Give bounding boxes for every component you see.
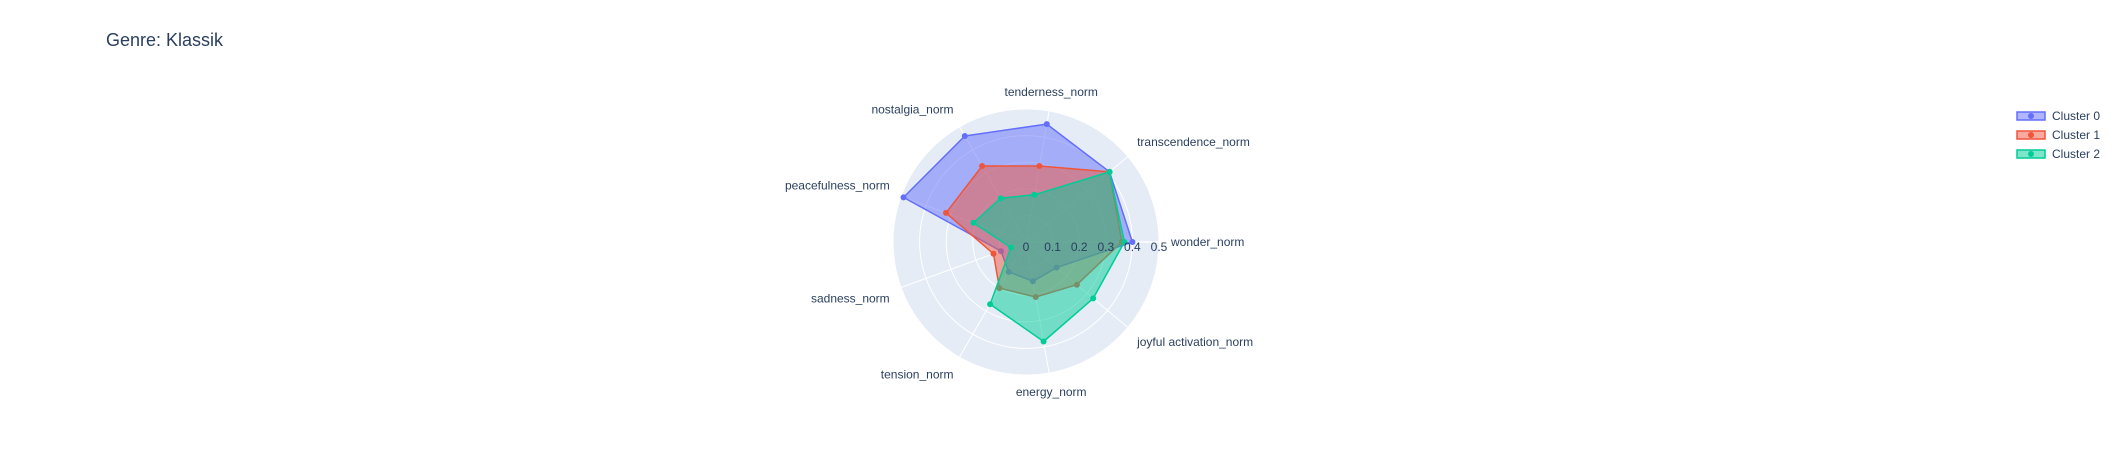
series-area[interactable] — [972, 171, 1126, 343]
data-point[interactable] — [1106, 168, 1113, 175]
data-point[interactable] — [1121, 239, 1128, 245]
legend-swatch — [2016, 129, 2046, 140]
legend[interactable]: Cluster 0 Cluster 1 Cluster 2 — [2016, 106, 2100, 163]
radial-tick-label: 0.3 — [1097, 240, 1114, 254]
series-layer[interactable] — [900, 121, 1136, 345]
radial-tick-label: 0 — [1023, 240, 1030, 254]
radial-tick-label: 0.2 — [1071, 240, 1088, 254]
data-point[interactable] — [1031, 191, 1038, 198]
legend-label: Cluster 2 — [2052, 146, 2101, 161]
series-cluster-2[interactable] — [970, 168, 1128, 345]
angular-axis-labels: wonder_norm transcendence_norm tenderness_… — [785, 85, 1253, 399]
data-point[interactable] — [1043, 121, 1050, 128]
axis-label: energy_norm — [1016, 385, 1087, 399]
data-point[interactable] — [1008, 244, 1014, 251]
data-point[interactable] — [979, 163, 986, 169]
axis-label: sadness_norm — [811, 292, 890, 306]
axis-label: tension_norm — [881, 368, 954, 382]
data-point[interactable] — [943, 209, 949, 216]
radial-tick-label: 0.5 — [1151, 240, 1168, 254]
legend-swatch — [2016, 148, 2046, 159]
data-point[interactable] — [970, 219, 977, 226]
legend-label: Cluster 0 — [2052, 108, 2101, 123]
data-point[interactable] — [990, 250, 997, 257]
radial-tick-label: 0.1 — [1044, 240, 1061, 254]
legend-item[interactable]: Cluster 2 — [2016, 144, 2100, 163]
radial-ticks: 0 0.1 0.2 0.3 0.4 0.5 — [1023, 240, 1168, 254]
radial-tick-label: 0.4 — [1124, 240, 1141, 254]
chart-title: Genre: Klassik — [106, 30, 224, 50]
data-point[interactable] — [987, 301, 994, 308]
data-point[interactable] — [961, 133, 968, 139]
legend-item[interactable]: Cluster 1 — [2016, 125, 2100, 144]
legend-swatch — [2016, 110, 2046, 121]
data-point[interactable] — [1040, 338, 1047, 345]
data-point[interactable] — [997, 195, 1004, 202]
axis-label: peacefulness_norm — [785, 178, 890, 192]
legend-label: Cluster 1 — [2052, 127, 2101, 142]
data-point[interactable] — [1090, 295, 1097, 302]
axis-label: transcendence_norm — [1137, 135, 1250, 149]
data-point[interactable] — [1129, 239, 1136, 245]
axis-label: wonder_norm — [1170, 235, 1244, 249]
data-point[interactable] — [900, 194, 907, 201]
legend-item[interactable]: Cluster 0 — [2016, 106, 2100, 125]
axis-label: nostalgia_norm — [871, 102, 953, 116]
axis-label: joyful activation_norm — [1136, 335, 1253, 349]
data-point[interactable] — [1036, 163, 1043, 169]
axis-label: tenderness_norm — [1005, 85, 1098, 99]
